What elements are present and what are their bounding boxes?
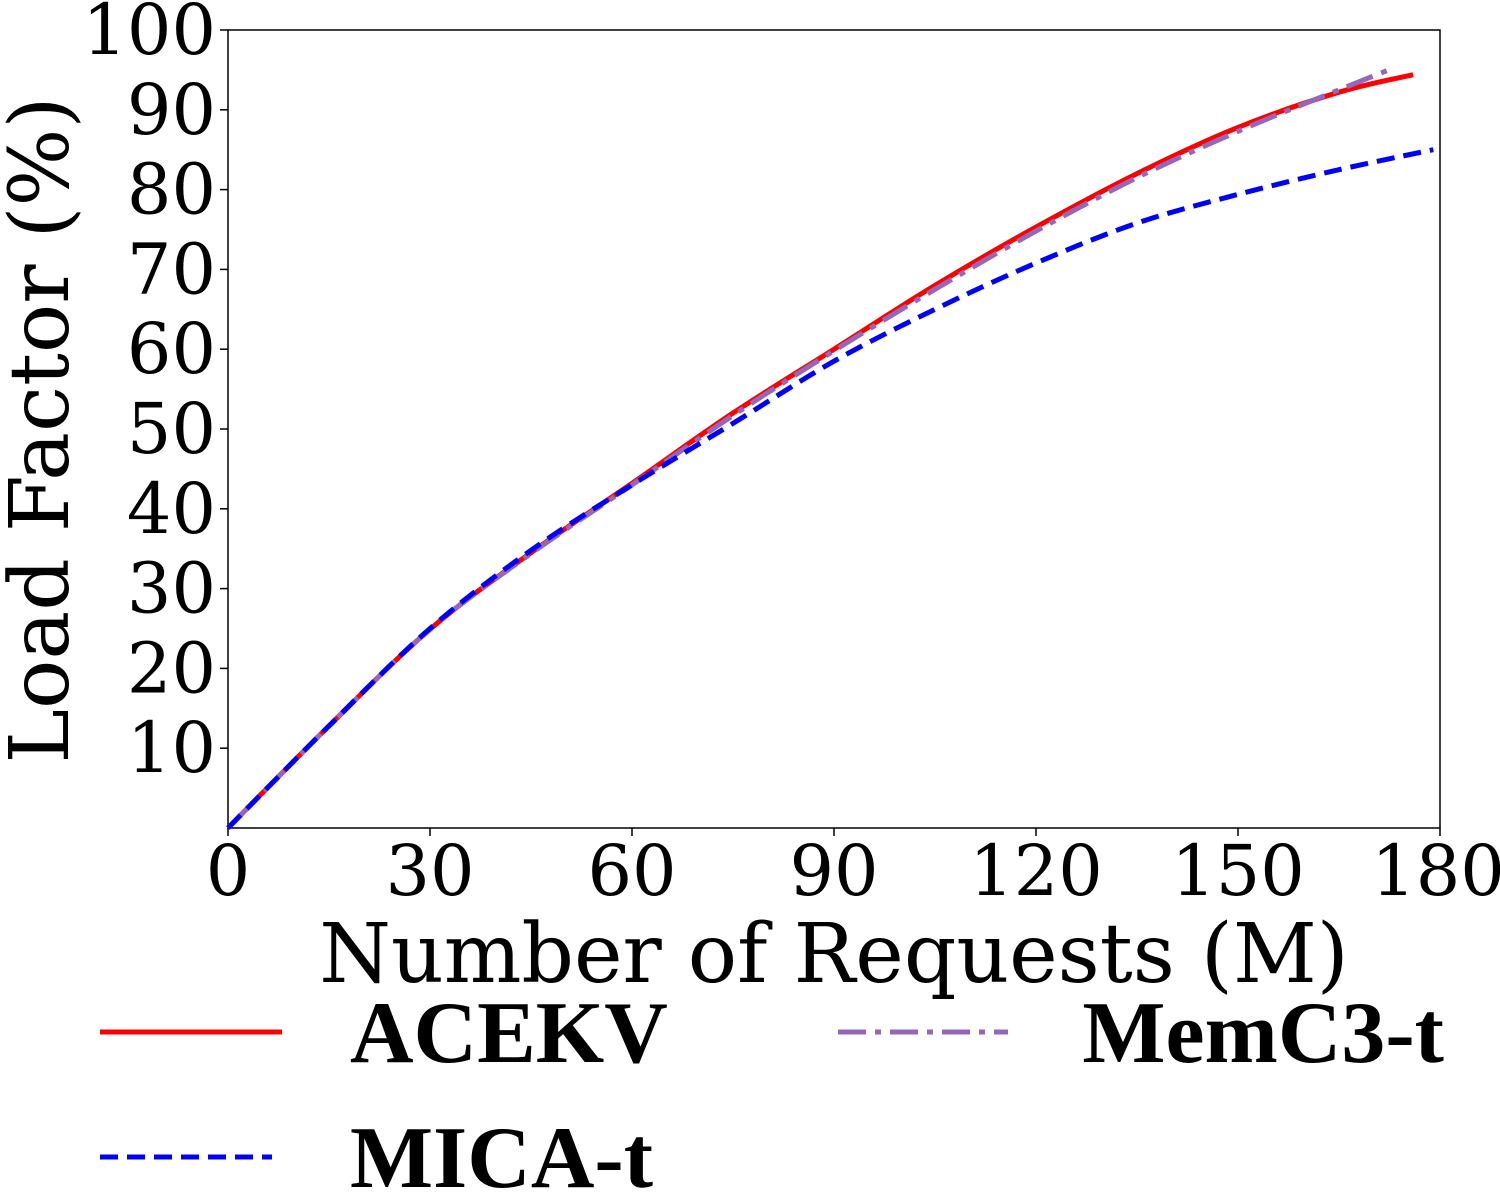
x-tick-label: 30 — [385, 830, 474, 912]
y-tick-label: 20 — [127, 627, 216, 709]
y-tick-label: 50 — [127, 388, 216, 470]
y-tick-label: 30 — [127, 548, 216, 630]
x-tick-label: 90 — [789, 830, 878, 912]
series-line-acekv — [226, 72, 1414, 830]
x-axis-ticks: 0 30 60 90 120 150 180 — [206, 828, 1500, 912]
x-axis-label: Number of Requests (M) — [319, 907, 1349, 1002]
y-tick-label: 10 — [127, 707, 216, 789]
series-lines — [226, 65, 1434, 830]
y-tick-label: 60 — [127, 308, 216, 390]
x-tick-label: 60 — [587, 830, 676, 912]
x-tick-label: 120 — [969, 830, 1103, 912]
y-tick-label: 90 — [127, 69, 216, 151]
legend-label-acekv: ACEKV — [350, 985, 668, 1082]
legend: ACEKV MemC3-t MICA-t — [100, 985, 1444, 1200]
x-tick-label: 150 — [1171, 830, 1305, 912]
legend-label-mica-t: MICA-t — [350, 1110, 653, 1200]
y-tick-label: 70 — [127, 228, 216, 310]
y-tick-label: 40 — [127, 468, 216, 550]
x-tick-label: 180 — [1371, 830, 1500, 912]
y-tick-label: 80 — [127, 149, 216, 231]
plot-frame — [227, 29, 1441, 829]
y-tick-label: 100 — [82, 0, 216, 71]
series-line-memc3-t — [226, 65, 1394, 830]
series-line-mica-t — [226, 147, 1434, 830]
y-axis-label: Load Factor (%) — [0, 97, 88, 764]
x-tick-label: 0 — [206, 830, 251, 912]
legend-label-memc3-t: MemC3-t — [1082, 985, 1444, 1082]
